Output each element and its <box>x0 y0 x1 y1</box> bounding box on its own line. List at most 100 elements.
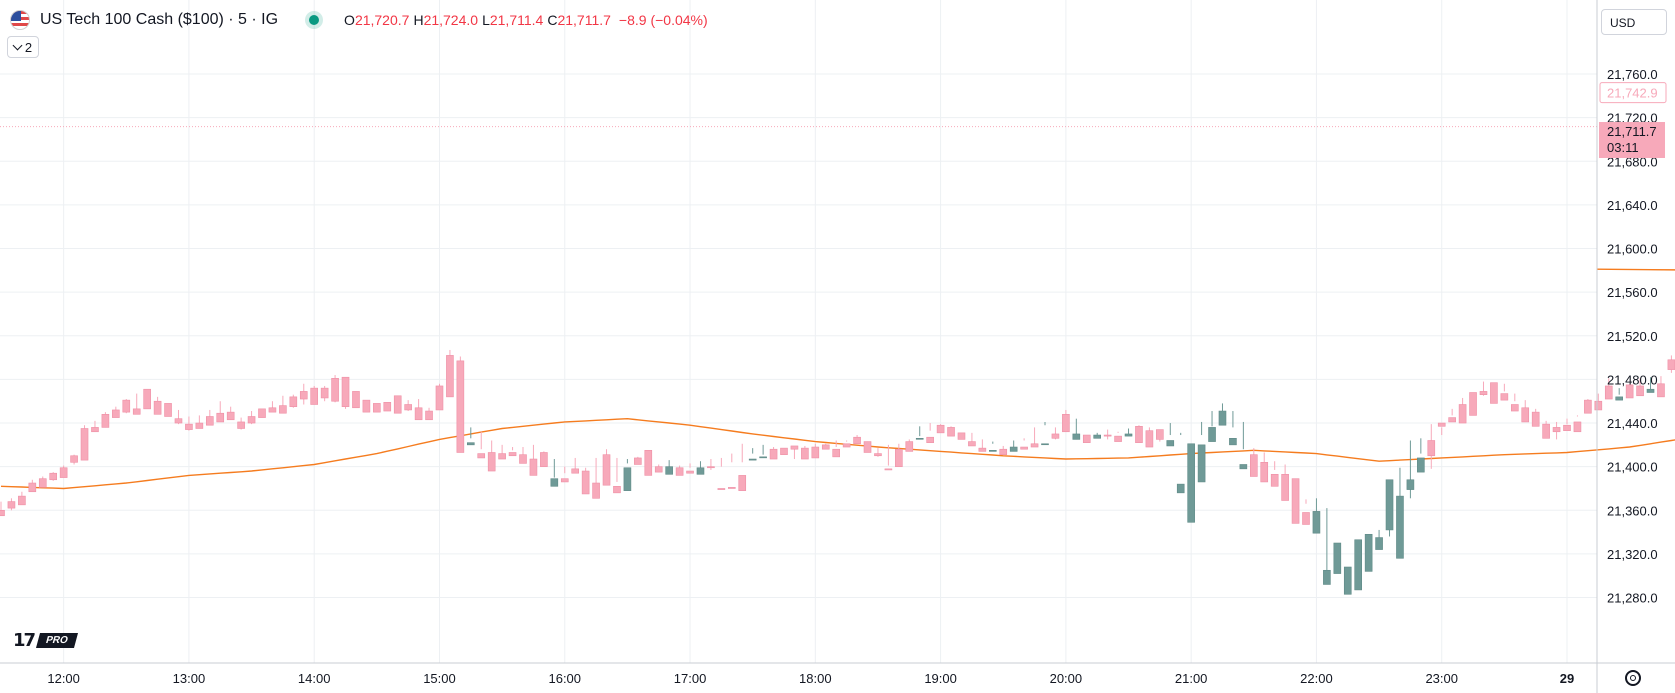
candle-body <box>811 446 820 459</box>
candle <box>310 385 319 405</box>
candle-body <box>1239 464 1248 470</box>
candle-body <box>571 468 580 474</box>
candle <box>1030 427 1039 448</box>
time-tick-label: 18:00 <box>799 671 832 686</box>
candle-body <box>487 452 496 472</box>
candle <box>1594 393 1603 411</box>
candle-body <box>164 403 172 417</box>
candle <box>341 376 350 409</box>
candle-body <box>623 467 632 491</box>
candle <box>425 407 433 421</box>
indicators-collapse-button[interactable]: 2 <box>7 36 39 58</box>
candle-body <box>216 412 225 423</box>
candle <box>59 465 68 478</box>
candle <box>477 431 486 459</box>
candle-body <box>7 501 16 509</box>
candle-body <box>1406 479 1415 490</box>
candle-body <box>456 360 465 453</box>
candle-body <box>1636 385 1644 397</box>
symbol-title[interactable]: US Tech 100 Cash ($100) · 5 · IG <box>40 11 279 28</box>
candle <box>18 491 26 506</box>
candle <box>884 444 893 471</box>
bar-countdown: 03:11 <box>1607 140 1639 155</box>
candle-body <box>80 428 89 461</box>
candle-body <box>686 470 694 474</box>
candle <box>905 439 914 452</box>
candle-body <box>1500 393 1509 401</box>
candle <box>675 465 684 476</box>
candle-body <box>1103 434 1112 437</box>
candle-body <box>1354 539 1362 591</box>
currency-button[interactable]: USD <box>1601 9 1667 35</box>
open-label: O <box>344 12 355 28</box>
candle <box>915 426 924 440</box>
candle <box>748 448 757 461</box>
settings-gear-icon[interactable] <box>1625 670 1641 686</box>
time-axis[interactable]: 12:00 13:00 14:00 15:00 16:00 17:00 18:00 19:00… <box>47 671 1675 686</box>
candle-body <box>1657 383 1665 398</box>
tradingview-logo[interactable]: 17 PRO <box>13 630 78 651</box>
moving-average-layer <box>0 268 1675 490</box>
candle <box>1135 425 1143 443</box>
chart-grid <box>0 0 1597 663</box>
candle <box>727 453 736 489</box>
candle <box>1093 432 1101 439</box>
candle-body <box>1458 404 1467 424</box>
candle <box>780 447 788 455</box>
candle-body <box>863 441 872 453</box>
ma-tag-box <box>1599 82 1667 104</box>
candle <box>195 415 204 429</box>
candle <box>226 406 235 421</box>
candle-body <box>1646 388 1655 393</box>
candle-body <box>1218 410 1227 426</box>
ma-tag-label: 21,742.9 <box>1607 86 1658 101</box>
candle-body <box>1114 435 1122 442</box>
candle-body <box>613 485 621 494</box>
low-label: L <box>482 12 490 28</box>
chevron-down-icon <box>12 40 23 50</box>
candle-body <box>28 482 37 493</box>
candle-body <box>477 453 486 459</box>
candle <box>247 411 256 425</box>
candle-body <box>540 452 548 467</box>
candle-body <box>957 432 966 440</box>
candle <box>299 383 308 405</box>
time-tick-label: 22:00 <box>1300 671 1333 686</box>
candle-body <box>1427 440 1436 457</box>
price-axis[interactable]: 21,760.0 21,720.0 21,680.0 21,640.0 21,600.0… <box>1607 67 1658 606</box>
candle-body <box>592 482 600 499</box>
candle <box>7 498 16 511</box>
high-value: 21,724.0 <box>423 12 479 28</box>
candle <box>1604 378 1613 400</box>
candle <box>404 400 412 412</box>
candle <box>1333 542 1342 574</box>
candle <box>508 447 517 457</box>
candle <box>1375 529 1383 550</box>
candle-body <box>1490 382 1498 404</box>
candle-body <box>237 421 245 429</box>
candle <box>1354 539 1362 591</box>
pro-badge: PRO <box>36 633 78 648</box>
candle-body <box>1145 430 1154 448</box>
candle <box>1469 392 1477 416</box>
us-flag-icon <box>10 10 30 30</box>
candle-body <box>769 448 778 460</box>
candle-body <box>122 399 131 413</box>
time-tick-label: 14:00 <box>298 671 331 686</box>
candle-body <box>1229 438 1237 446</box>
candle-body <box>895 448 903 467</box>
candle <box>1667 355 1675 373</box>
candle-body <box>0 509 5 517</box>
tradingview-logo-mark: 17 <box>13 630 36 651</box>
candle-body <box>644 450 653 476</box>
candle-body <box>373 403 381 413</box>
candle-body <box>1197 444 1206 483</box>
candle <box>1312 498 1321 534</box>
market-status[interactable] <box>304 10 324 30</box>
candle <box>1343 566 1352 595</box>
candle-body <box>1625 384 1634 399</box>
candle <box>1511 393 1519 412</box>
time-tick-label: 29 <box>1560 671 1574 686</box>
candle-body <box>320 387 329 399</box>
